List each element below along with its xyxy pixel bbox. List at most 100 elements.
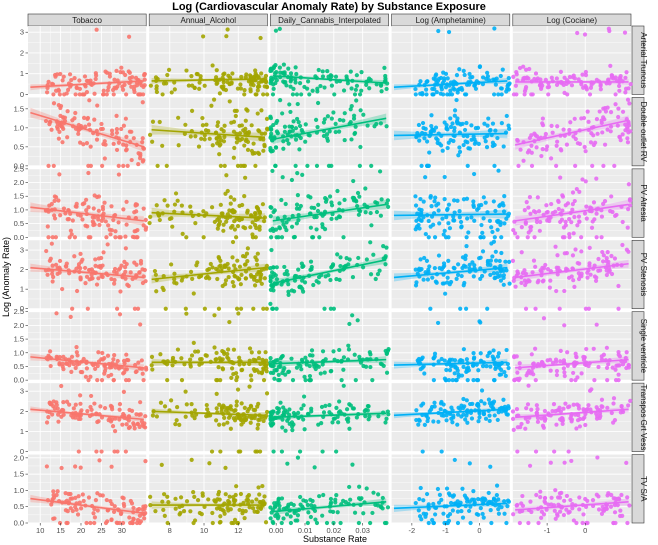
data-point (471, 351, 476, 356)
data-point (73, 92, 78, 97)
data-point (293, 163, 298, 168)
data-point (482, 401, 487, 406)
data-point (101, 88, 106, 93)
data-point (556, 198, 561, 203)
data-point (478, 351, 483, 356)
data-point (278, 98, 283, 103)
data-point (273, 63, 278, 68)
data-point (113, 235, 118, 240)
data-point (253, 163, 258, 168)
data-point (436, 253, 442, 258)
data-point (123, 246, 128, 251)
data-point (513, 83, 518, 88)
data-point (574, 426, 579, 431)
data-point (422, 136, 427, 141)
data-point (502, 511, 507, 516)
data-point (548, 368, 553, 373)
facet-panel (510, 240, 631, 311)
data-point (551, 402, 557, 407)
data-point (198, 74, 203, 79)
data-point (46, 235, 51, 240)
data-point (84, 366, 90, 371)
data-point (464, 243, 469, 249)
data-point (294, 92, 300, 97)
data-point (353, 378, 358, 383)
data-point (216, 306, 222, 311)
data-point (276, 372, 281, 377)
data-point (467, 461, 472, 466)
data-point (263, 520, 269, 525)
data-point (329, 200, 334, 205)
data-point (457, 209, 462, 214)
data-point (73, 110, 78, 116)
data-point (563, 219, 568, 224)
data-point (369, 163, 374, 168)
data-point (333, 74, 339, 79)
data-point (124, 199, 129, 204)
data-point (80, 217, 85, 222)
data-point (51, 101, 57, 106)
data-point (254, 497, 259, 502)
data-point (303, 355, 308, 360)
data-point (570, 190, 576, 195)
data-point (261, 306, 266, 311)
data-point (78, 393, 83, 398)
data-point (223, 492, 228, 497)
data-point (529, 163, 535, 168)
data-point (511, 228, 516, 233)
data-point (104, 92, 109, 97)
data-point (515, 138, 520, 143)
data-point (350, 275, 356, 280)
data-point (132, 306, 137, 311)
data-point (134, 412, 139, 417)
data-point (594, 405, 599, 410)
data-point (184, 402, 189, 407)
data-point (61, 206, 67, 211)
data-point (58, 213, 63, 218)
data-point (81, 498, 86, 504)
data-point (70, 306, 75, 311)
data-point (278, 400, 283, 405)
data-point (334, 449, 339, 454)
data-point (100, 493, 105, 498)
data-point (609, 253, 614, 259)
facet-strip-row-label: PV Atresia (639, 184, 648, 222)
data-point (549, 75, 554, 80)
data-point (78, 276, 83, 281)
data-point (567, 235, 572, 240)
data-point (313, 117, 319, 122)
data-point (540, 279, 545, 284)
data-point (44, 248, 49, 254)
data-point (279, 520, 284, 526)
data-point (108, 232, 113, 237)
data-point (496, 92, 501, 97)
data-point (227, 494, 232, 499)
data-point (134, 235, 139, 240)
data-point (520, 493, 525, 499)
x-axis-label: Substance Rate (303, 534, 367, 544)
data-point (452, 210, 457, 215)
data-point (275, 516, 281, 521)
data-point (143, 279, 148, 284)
data-point (305, 520, 310, 526)
data-point (383, 73, 388, 79)
data-point (628, 203, 633, 208)
data-point (529, 150, 534, 155)
data-point (439, 449, 444, 454)
data-point (440, 216, 445, 221)
facet-panel (149, 311, 270, 383)
data-point (496, 218, 501, 224)
data-point (245, 108, 250, 113)
data-point (175, 347, 181, 352)
data-point (243, 262, 248, 267)
data-point (554, 76, 559, 81)
data-point (461, 263, 467, 268)
data-point (562, 75, 567, 80)
data-point (425, 139, 430, 144)
data-point (309, 348, 315, 353)
data-point (589, 387, 594, 392)
data-point (608, 63, 613, 68)
data-point (599, 404, 604, 409)
data-point (241, 225, 246, 230)
data-point (481, 235, 486, 240)
